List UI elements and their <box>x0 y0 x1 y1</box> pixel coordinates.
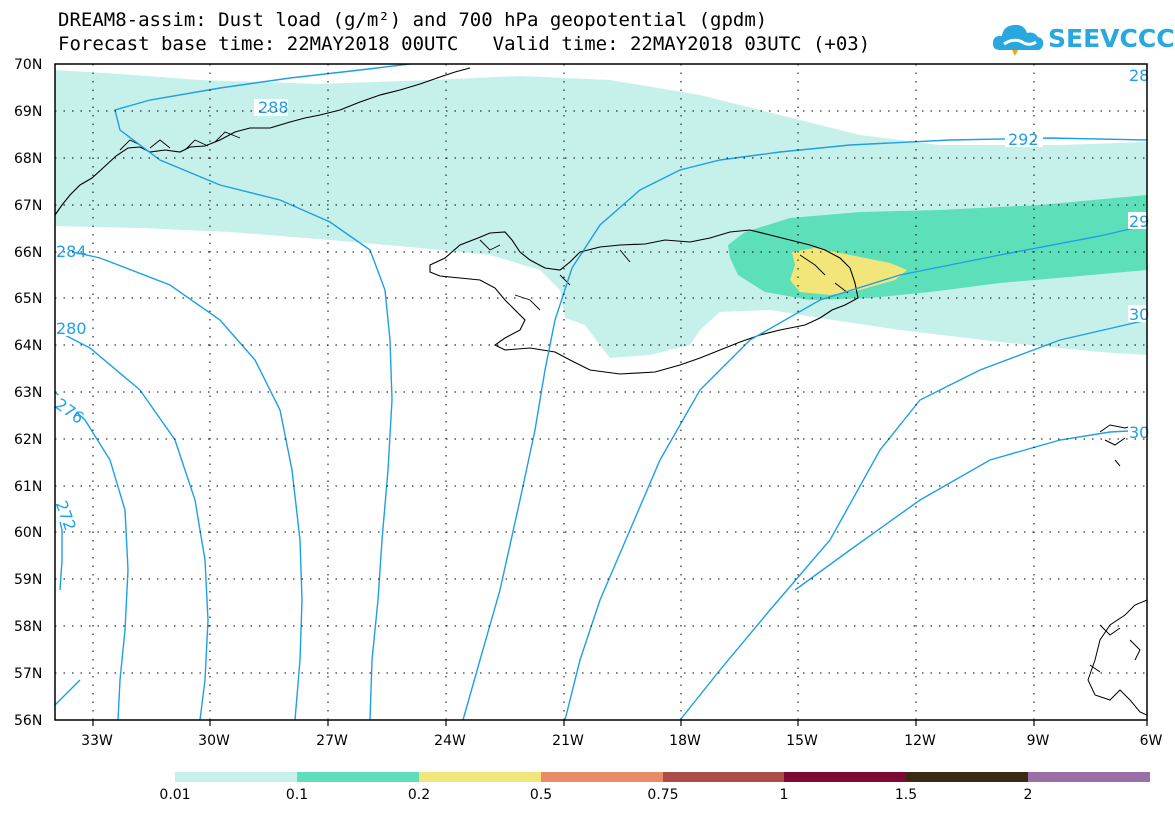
colorbar-label: 1.5 <box>894 787 918 803</box>
colorbar-swatch <box>662 772 785 782</box>
scotland-coastline <box>1087 599 1147 716</box>
contour-304 <box>794 429 1147 591</box>
iceland-coastline <box>429 229 859 375</box>
lat-label: 69N <box>14 104 42 120</box>
contour-label-292: 292 <box>1008 130 1039 149</box>
lat-label: 57N <box>14 666 42 682</box>
chart-title: DREAM8-assim: Dust load (g/m²) and 700 h… <box>58 9 768 31</box>
chart-subtitle: Forecast base time: 22MAY2018 00UTC Vali… <box>58 33 871 55</box>
colorbar-label: 2 <box>1023 787 1033 803</box>
lat-label: 65N <box>14 291 42 307</box>
lon-label: 12W <box>904 733 936 749</box>
lon-label: 9W <box>1027 733 1050 749</box>
colorbar-swatch <box>418 772 541 782</box>
greenland-coast-detail <box>119 131 241 151</box>
logo-text: SEEVCCC <box>1048 24 1175 53</box>
lat-label: 58N <box>14 619 42 635</box>
contour-label-28-edge: 28 <box>1129 66 1149 85</box>
geopotential-contours <box>55 64 1147 720</box>
lon-label: 33W <box>81 733 113 749</box>
map-frame <box>54 63 1148 721</box>
seevccc-logo: SEEVCCC <box>990 20 1175 58</box>
lat-label: 64N <box>14 338 42 354</box>
colorbar-label: 0.2 <box>407 787 431 803</box>
colorbar-label: 0.01 <box>159 787 191 803</box>
lat-label: 61N <box>14 479 42 495</box>
colorbar-label: 1 <box>779 787 789 803</box>
lat-label: 70N <box>14 57 42 73</box>
lat-label: 56N <box>14 713 42 729</box>
lon-label: 6W <box>1140 733 1163 749</box>
contour-280 <box>55 329 209 720</box>
contour-292 <box>462 137 1147 720</box>
lon-label: 15W <box>786 733 818 749</box>
cloud-icon <box>992 24 1044 56</box>
lon-label: 30W <box>198 733 230 749</box>
axis-ticks <box>92 720 1148 726</box>
contour-label-288: 288 <box>258 98 289 117</box>
contour-300 <box>679 319 1147 720</box>
colorbar-swatch <box>906 772 1029 782</box>
lat-label: 67N <box>14 198 42 214</box>
dust-region-high <box>790 248 907 295</box>
latitude-labels: 70N 69N 68N 67N 66N 65N 64N 63N 62N 61N … <box>14 57 42 729</box>
contour-label-280: 280 <box>56 319 87 338</box>
longitude-labels: 33W 30W 27W 24W 21W 18W 15W 12W 9W 6W <box>81 733 1162 749</box>
map-gridlines <box>55 64 1147 720</box>
colorbar-swatch <box>1028 772 1150 782</box>
contour-label-29-edge: 29 <box>1129 212 1149 231</box>
colorbar-label: 0.1 <box>285 787 309 803</box>
colorbar-swatch <box>296 772 419 782</box>
contour-300-low <box>55 679 81 706</box>
lon-label: 27W <box>316 733 348 749</box>
lon-label: 21W <box>552 733 584 749</box>
colorbar-swatch <box>175 772 297 782</box>
lat-label: 60N <box>14 525 42 541</box>
lat-label: 63N <box>14 385 42 401</box>
contour-288 <box>114 64 411 720</box>
iceland-fjords <box>479 239 849 311</box>
colorbar-swatch <box>540 772 663 782</box>
lon-label: 18W <box>669 733 701 749</box>
lon-label: 24W <box>434 733 466 749</box>
lat-label: 68N <box>14 151 42 167</box>
contour-label-30-edge: 30 <box>1129 305 1149 324</box>
greenland-coastline <box>55 67 471 216</box>
lat-label: 62N <box>14 432 42 448</box>
contour-label-30-edge-b: 30 <box>1129 423 1149 442</box>
lat-label: 59N <box>14 572 42 588</box>
contour-276 <box>55 391 129 720</box>
contour-label-284: 284 <box>56 242 87 261</box>
colorbar-label: 0.75 <box>647 787 679 803</box>
colorbar-swatch <box>784 772 907 782</box>
lat-label: 66N <box>14 245 42 261</box>
colorbar-label: 0.5 <box>529 787 553 803</box>
colorbar <box>175 772 1150 782</box>
contour-284 <box>55 247 303 720</box>
contour-labels: 288 292 284 280 276 272 28 29 30 30 <box>52 66 1149 533</box>
